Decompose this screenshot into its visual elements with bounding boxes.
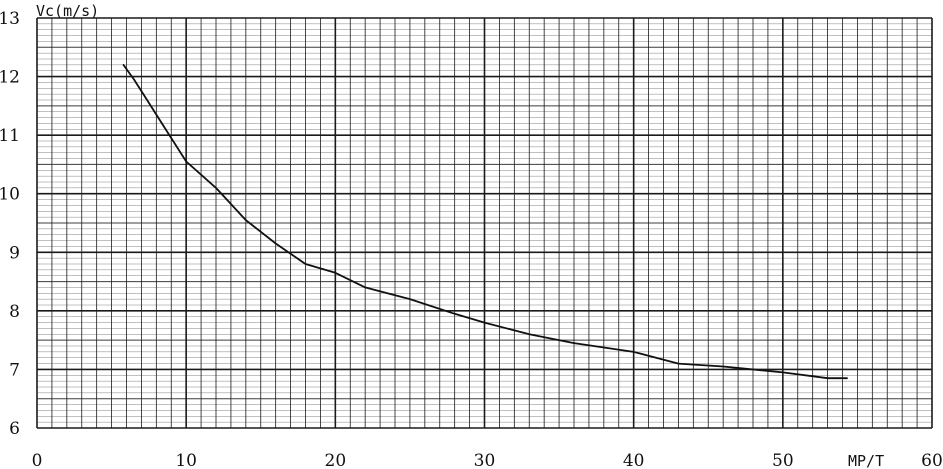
y-tick-label: 9	[9, 243, 20, 263]
x-tick-label: 10	[175, 451, 197, 469]
x-tick-label: 30	[474, 451, 496, 469]
y-tick-label: 12	[0, 68, 20, 88]
x-tick-label: 0	[32, 451, 43, 469]
y-tick-label: 6	[9, 419, 20, 439]
y-tick-label: 13	[0, 9, 20, 29]
series-layer	[122, 64, 848, 380]
x-tick-label: 60	[921, 451, 943, 469]
y-tick-label: 7	[9, 360, 20, 380]
y-tick-label: 11	[0, 126, 20, 146]
y-tick-label: 10	[0, 185, 20, 205]
major-grid	[36, 17, 933, 429]
x-axis-title: MP/T	[848, 452, 884, 469]
series-line	[122, 64, 848, 380]
x-tick-label: 40	[623, 451, 645, 469]
x-tick-label: 50	[772, 451, 794, 469]
x-tick-label: 20	[325, 451, 347, 469]
tick-labels: 0 10 20 30 40 50 60 6 7 8 9 10 11 12 13	[0, 9, 943, 469]
y-tick-label: 8	[9, 302, 20, 322]
y-axis-title: Vc(m/s)	[36, 2, 99, 20]
